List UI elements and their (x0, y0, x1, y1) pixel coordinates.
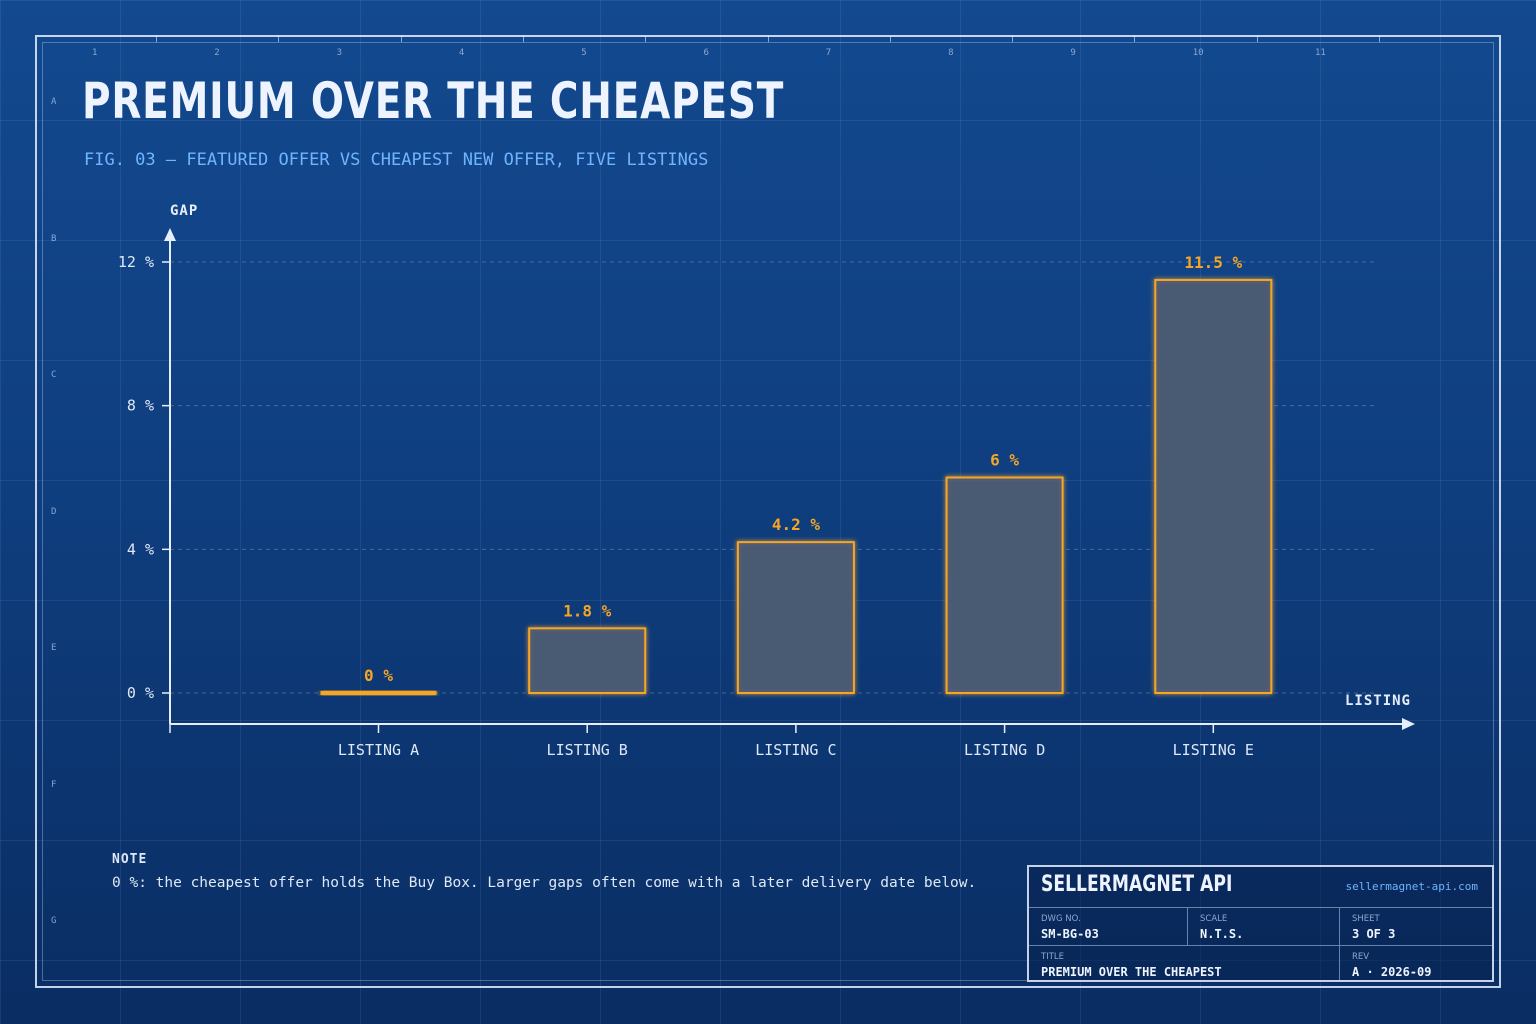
scale-value: N.T.S. (1200, 927, 1244, 941)
column-label: 9 (1070, 48, 1076, 58)
column-tick (400, 35, 402, 42)
column-label: 10 (1192, 48, 1204, 58)
x-tick-label: LISTING A (338, 741, 419, 759)
data-label: 0 % (364, 666, 393, 685)
scale-cell: SCALE N.T.S. (1188, 908, 1340, 946)
title-block-header: SELLERMAGNET API sellermagnet-api.com (1029, 867, 1492, 908)
title-cell: TITLE PREMIUM OVER THE CHEAPEST (1029, 946, 1340, 980)
note-text: 0 %: the cheapest offer holds the Buy Bo… (112, 875, 977, 891)
x-tick-label: LISTING D (964, 741, 1045, 759)
column-tick (1256, 35, 1258, 42)
rev-label: REV (1352, 952, 1370, 962)
column-label: 5 (581, 48, 587, 58)
sheet-cell: SHEET 3 OF 3 (1340, 908, 1492, 946)
title-value: PREMIUM OVER THE CHEAPEST (1041, 965, 1222, 979)
y-tick-label: 4 % (127, 540, 154, 558)
x-tick-label: LISTING C (755, 741, 836, 759)
rev-value: A · 2026-09 (1352, 965, 1432, 979)
x-tick-label: LISTING E (1173, 741, 1254, 759)
note-heading: NOTE (112, 852, 148, 867)
bar (320, 691, 437, 695)
row-label: D (51, 506, 57, 517)
bar (945, 476, 1064, 694)
brand-name: SELLERMAGNET API (1041, 872, 1233, 897)
bar (736, 541, 855, 695)
chart-labels: 0 % 4 % 8 % 12 % GAP LISTING 0 % LISTING A 1.8 %… (118, 203, 1411, 759)
column-tick (278, 35, 280, 42)
column-tick (767, 35, 769, 42)
data-label: 1.8 % (563, 601, 612, 620)
x-tick-label: LISTING B (547, 741, 628, 759)
row-label: G (51, 916, 57, 926)
column-label: 3 (336, 48, 343, 58)
bar (1154, 278, 1273, 694)
chart-axes (162, 228, 1415, 733)
x-axis-arrow (1402, 718, 1415, 730)
row-label: F (51, 779, 57, 790)
column-label: 1 (92, 48, 98, 58)
column-tick (522, 35, 524, 42)
column-label: 8 (948, 48, 954, 58)
y-tick-label: 12 % (118, 253, 154, 271)
data-label: 4.2 % (772, 515, 821, 534)
y-tick-label: 8 % (127, 397, 154, 415)
column-label: 4 (458, 48, 465, 58)
row-label: A (51, 97, 57, 107)
column-label: 11 (1315, 48, 1326, 58)
column-label: 2 (214, 48, 220, 58)
sheet-label: SHEET (1352, 914, 1380, 924)
brand-url: sellermagnet-api.com (1345, 880, 1478, 893)
row-label: E (51, 643, 57, 653)
column-tick (645, 35, 647, 42)
column-tick (889, 35, 891, 42)
inner-frame (42, 42, 1494, 981)
bar (528, 627, 647, 694)
column-tick (1012, 35, 1014, 42)
column-tick (156, 35, 157, 42)
figure-subtitle: FIG. 03 — FEATURED OFFER VS CHEAPEST NEW… (84, 150, 709, 170)
scale-label: SCALE (1200, 914, 1228, 924)
y-axis-arrow (164, 228, 176, 241)
rev-cell: REV A · 2026-09 (1340, 946, 1492, 980)
x-axis-title: LISTING (1345, 693, 1411, 709)
data-label: 6 % (990, 451, 1019, 470)
bar-series (320, 278, 1273, 695)
column-tick (1134, 35, 1136, 42)
sheet-value: 3 OF 3 (1352, 927, 1396, 941)
column-tick (1379, 35, 1380, 42)
title-block: SELLERMAGNET API sellermagnet-api.com DW… (1027, 865, 1494, 982)
row-label: B (51, 233, 57, 244)
y-tick-label: 0 % (127, 684, 154, 702)
column-label: 6 (703, 48, 709, 58)
row-label: C (51, 370, 57, 380)
page-title: PREMIUM OVER THE CHEAPEST (82, 72, 785, 130)
dwg-cell: DWG NO. SM-BG-03 (1029, 908, 1188, 946)
dwg-label: DWG NO. (1041, 914, 1081, 924)
title-label: TITLE (1041, 952, 1064, 962)
dwg-value: SM-BG-03 (1041, 927, 1099, 941)
y-axis-title: GAP (170, 203, 198, 219)
data-label: 11.5 % (1184, 253, 1242, 272)
column-label: 7 (825, 48, 832, 58)
